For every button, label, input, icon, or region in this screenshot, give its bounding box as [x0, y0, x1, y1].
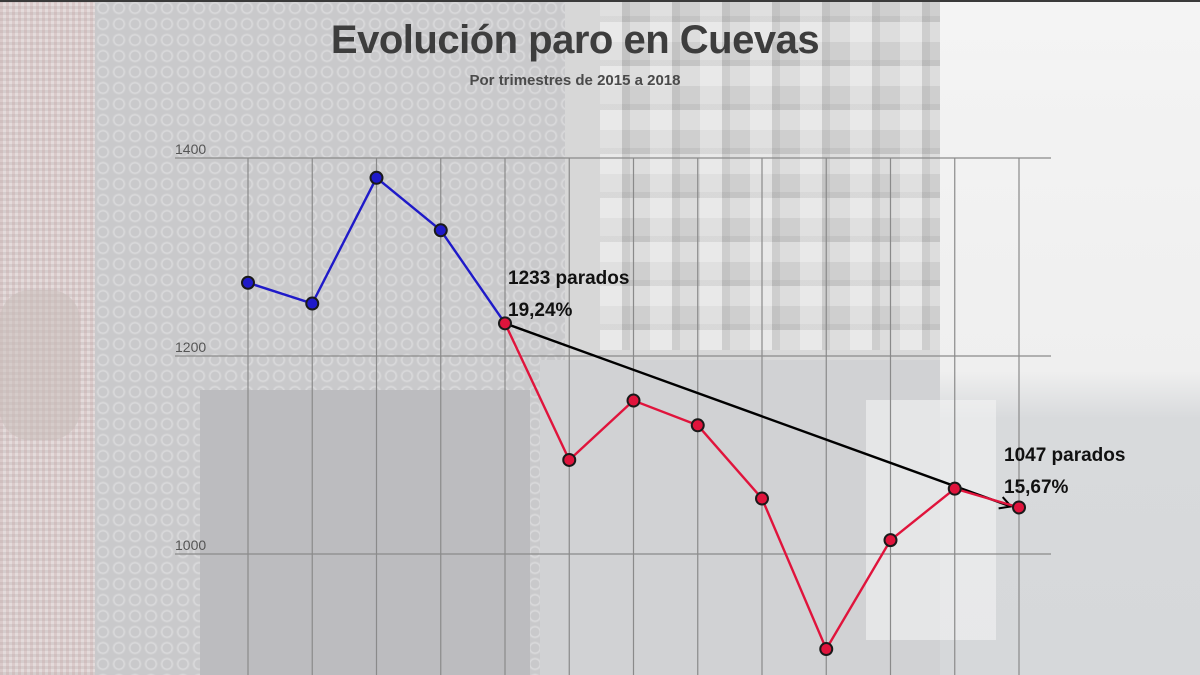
data-point — [819, 642, 834, 657]
data-point — [433, 223, 448, 238]
y-tick-1200: 1200 — [175, 339, 207, 355]
annotation-start-count: 1233 parados — [508, 268, 630, 289]
grid-lines — [175, 157, 1051, 675]
data-point — [690, 418, 705, 433]
data-point — [369, 170, 384, 185]
data-point — [1012, 500, 1026, 515]
y-tick-1000: 1000 — [175, 537, 207, 553]
data-point — [755, 491, 769, 506]
y-tick-1400: 1400 — [175, 141, 207, 157]
chart-subtitle: Por trimestres de 2015 a 2018 — [469, 72, 681, 89]
annotation-start-percent: 19,24% — [508, 300, 573, 321]
data-point — [305, 296, 320, 311]
data-points — [241, 170, 1026, 657]
top-border — [0, 0, 1200, 2]
chart-title: Evolución paro en Cuevas — [330, 18, 820, 62]
annotation-start: 1233 parados 19,24% — [508, 269, 629, 320]
data-point — [626, 393, 641, 408]
data-point — [498, 316, 512, 331]
trend-arrow — [504, 322, 1011, 506]
data-point — [562, 452, 577, 467]
data-point — [241, 275, 255, 290]
data-point — [947, 481, 962, 496]
annotation-end-percent: 15,67% — [1004, 477, 1069, 498]
annotation-end-count: 1047 parados — [1004, 445, 1126, 466]
data-point — [883, 533, 898, 548]
annotation-end: 1047 parados 15,67% — [1004, 446, 1125, 497]
